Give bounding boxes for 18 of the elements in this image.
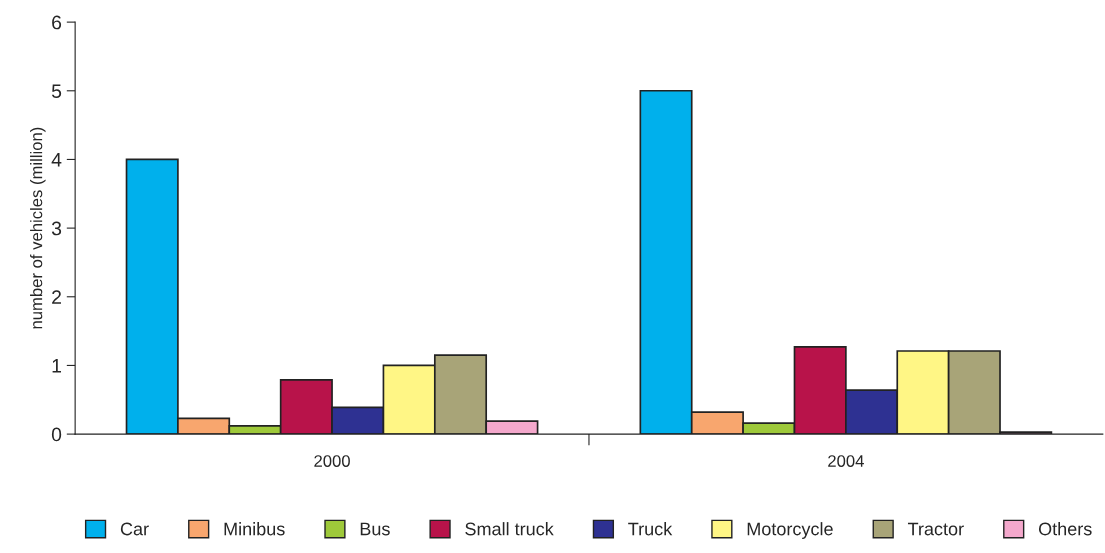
y-tick-label: 2 [52,290,61,304]
legend-label: Truck [628,522,673,536]
y-tick-label: 5 [51,84,62,99]
legend-label: Minibus [224,522,285,536]
legend-label: Car [120,522,149,536]
y-tick-label: 1 [52,359,61,373]
legend-label: Small truck [465,522,554,536]
legend-label: Tractor [907,522,964,536]
x-tick-label: 2004 [828,455,864,467]
legend-label: Others [1038,522,1092,536]
y-tick-label: 6 [52,15,62,30]
legend-label: Bus [360,522,390,536]
legend-label: Motorcycle [747,522,833,539]
y-tick-label: 0 [51,427,62,442]
x-tick-label: 2000 [314,455,350,467]
y-tick-label: 4 [51,153,62,167]
y-axis-title: number of vehicles (million) [30,127,46,329]
y-tick-label: 3 [51,221,62,236]
